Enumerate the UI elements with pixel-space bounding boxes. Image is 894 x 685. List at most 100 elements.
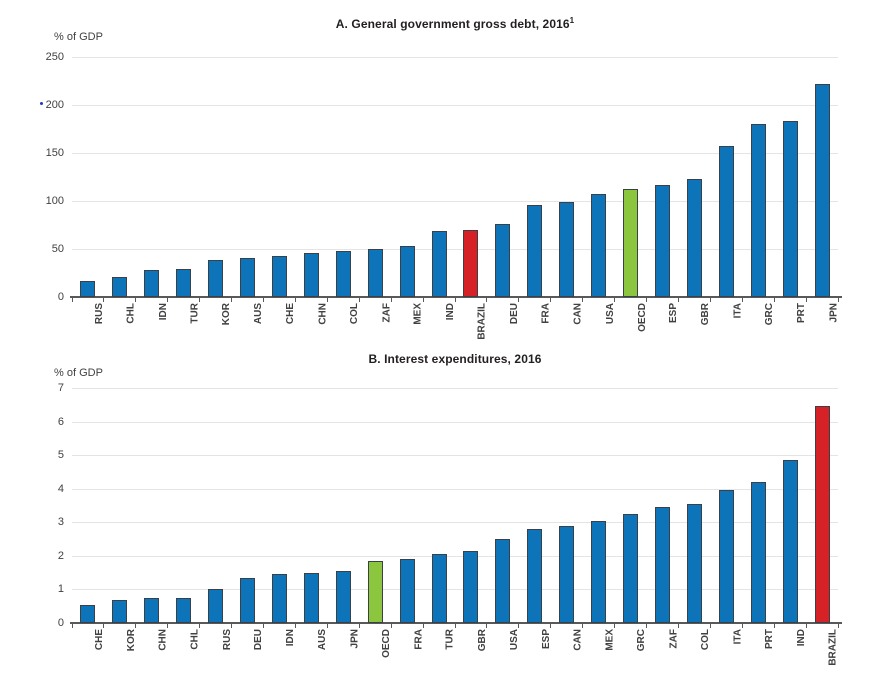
bar-col xyxy=(335,250,351,297)
chart-title-a-text: A. General government gross debt, 2016 xyxy=(335,17,570,31)
bar-fra xyxy=(527,204,543,297)
x-axis-label-prt: PRT xyxy=(764,629,776,649)
x-axis-tick xyxy=(773,624,775,628)
x-axis-tick xyxy=(326,624,328,628)
bar-brazil xyxy=(463,229,479,297)
x-axis-label-tur: TUR xyxy=(445,629,457,650)
bar-ita xyxy=(718,490,734,623)
x-axis-tick xyxy=(646,624,647,628)
chart-title-a: A. General government gross debt, 20161 xyxy=(72,16,838,31)
x-axis-label-aus: AUS xyxy=(317,629,329,651)
x-axis-tick xyxy=(550,624,552,628)
x-axis-label-chl: CHL xyxy=(189,629,201,650)
x-axis-label-chn: CHN xyxy=(157,629,169,651)
bar-prt xyxy=(782,121,798,297)
x-axis-label-col: COL xyxy=(700,629,712,651)
y-axis-tick-label-3: 3 xyxy=(57,516,64,529)
x-axis-tick xyxy=(422,298,424,302)
x-axis-tick xyxy=(199,624,201,628)
bar-grc xyxy=(750,124,766,297)
bar-ita xyxy=(718,146,734,297)
x-axis-label-grc: GRC xyxy=(636,629,648,652)
y-axis-tick-label-150: 150 xyxy=(45,147,64,159)
x-axis-tick xyxy=(805,298,807,302)
x-axis-tick xyxy=(550,298,552,302)
chart-title-b-text: B. Interest expenditures, 2016 xyxy=(368,352,542,366)
y-axis-tick-label-0: 0 xyxy=(57,291,64,303)
y-axis-tick-label-2: 2 xyxy=(57,549,64,562)
x-axis-tick xyxy=(358,298,360,302)
bar-zaf xyxy=(654,507,670,623)
bar-gbr xyxy=(686,178,702,297)
gridline-6 xyxy=(72,421,838,423)
x-axis-tick xyxy=(263,624,264,628)
x-axis-label-esp: ESP xyxy=(540,629,552,650)
x-axis-tick xyxy=(518,624,520,628)
bar-can xyxy=(559,525,575,623)
bar-chl xyxy=(176,597,192,623)
bar-chn xyxy=(144,597,160,623)
x-axis-label-mex: MEX xyxy=(604,629,616,651)
gridline-1 xyxy=(72,589,838,591)
bar-usa xyxy=(495,539,511,623)
chart-title-b: B. Interest expenditures, 2016 xyxy=(72,352,838,366)
x-axis-tick xyxy=(741,624,743,628)
bar-can xyxy=(559,201,575,297)
x-axis-label-can: CAN xyxy=(572,629,584,651)
x-axis-tick xyxy=(486,298,488,302)
x-axis-tick xyxy=(646,298,647,302)
gridline-50 xyxy=(72,249,838,250)
bar-ind xyxy=(782,460,798,623)
bar-rus xyxy=(208,589,224,623)
x-axis-tick xyxy=(422,624,424,628)
x-axis-tick xyxy=(837,298,839,302)
x-axis-tick xyxy=(326,298,328,302)
x-axis-label-deu: DEU xyxy=(253,629,265,651)
bar-mex xyxy=(591,520,607,623)
x-axis-tick xyxy=(614,298,616,302)
bar-gbr xyxy=(463,550,479,623)
bar-che xyxy=(80,604,96,623)
x-axis-tick xyxy=(167,298,169,302)
gridline-200 xyxy=(72,105,838,106)
bar-jpn xyxy=(814,83,830,297)
x-axis-label-jpn: JPN xyxy=(349,629,361,649)
bar-fra xyxy=(399,559,415,623)
bar-idn xyxy=(271,574,287,623)
x-axis-tick xyxy=(263,298,264,302)
bar-zaf xyxy=(367,249,383,297)
x-axis-tick xyxy=(677,624,679,628)
bar-esp xyxy=(527,529,543,623)
y-axis-tick-label-5: 5 xyxy=(57,449,64,462)
x-axis-label-che: CHE xyxy=(93,629,105,651)
x-axis-label-usa: USA xyxy=(508,629,520,651)
bar-rus xyxy=(80,280,96,297)
y-axis-tick-label-200: 200 xyxy=(45,99,64,111)
y-axis-tick-label-6: 6 xyxy=(57,415,64,428)
x-axis-tick xyxy=(454,624,456,628)
bar-aus xyxy=(303,572,319,623)
x-axis-tick xyxy=(582,624,584,628)
gridline-4 xyxy=(72,488,838,490)
bar-usa xyxy=(591,194,607,297)
x-axis-label-gbr: GBR xyxy=(476,629,488,652)
gridline-3 xyxy=(72,522,838,524)
x-axis-tick xyxy=(71,624,73,628)
y-axis-tick-label-4: 4 xyxy=(57,482,64,495)
x-axis-tick xyxy=(103,298,105,302)
bar-tur xyxy=(431,554,447,623)
x-axis-tick xyxy=(709,298,711,302)
y-axis-tick-label-0: 0 xyxy=(57,617,64,629)
gridline-2 xyxy=(72,555,838,557)
bar-aus xyxy=(240,257,256,297)
bar-esp xyxy=(654,184,670,297)
bar-oecd xyxy=(367,560,383,623)
x-axis-label-fra: FRA xyxy=(413,629,425,650)
y-axis-tick-label-250: 250 xyxy=(45,51,64,63)
x-axis-label-rus: RUS xyxy=(221,629,233,651)
bar-brazil xyxy=(814,406,830,623)
x-axis-label-ita: ITA xyxy=(732,629,744,645)
